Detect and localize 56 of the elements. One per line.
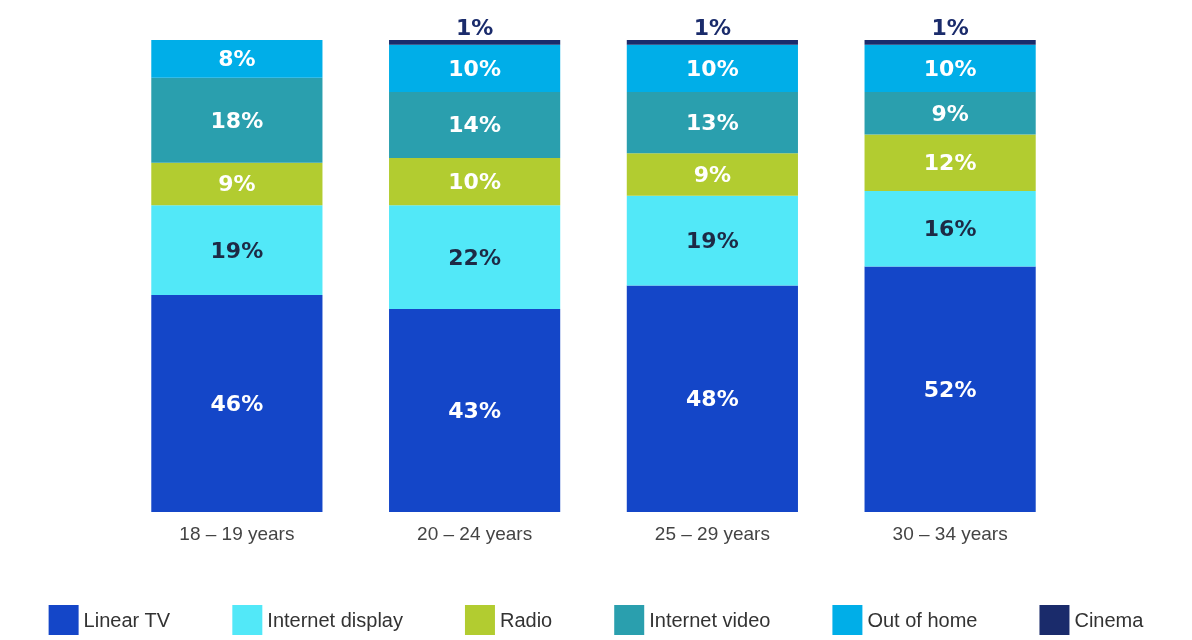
data-label: 10% [686,55,739,81]
bar [864,134,1036,192]
data-label: 46% [210,390,264,416]
data-label: 1% [455,14,494,40]
data-label: 1% [693,14,732,40]
legend-label: Internet display [267,609,403,631]
data-label: 52% [923,376,977,402]
data-label: 10% [448,169,501,195]
bar [864,40,1036,45]
bar [151,205,323,295]
bar [864,266,1036,512]
bar [626,40,798,45]
data-label: 19% [686,228,739,254]
bar [626,195,798,286]
x-tick-label: 30 – 34 years [892,523,1008,544]
legend-label: Radio [499,609,553,631]
x-tick-label: 18 – 19 years [179,523,295,544]
data-label: 13% [686,110,739,136]
data-label: 14% [448,112,501,138]
x-tick-label: 25 – 29 years [654,523,770,544]
bar [389,309,561,512]
data-label: 16% [923,216,977,242]
data-label: 9% [931,100,969,126]
data-label: 9% [218,171,256,197]
bar [151,77,323,163]
bar [864,44,1036,92]
bar [864,191,1036,267]
bar [389,40,561,45]
bar [626,44,798,92]
bar [151,40,323,78]
legend-label: Out of home [867,609,978,631]
bar [389,91,561,158]
data-label: 1% [931,14,969,40]
bar [389,158,561,206]
data-label: 22% [448,244,501,270]
data-label: 10% [923,55,977,81]
data-label: 8% [218,46,256,72]
data-label: 43% [448,398,501,424]
legend-label: Cinema [1074,609,1145,631]
legend-label: Internet video [649,609,771,631]
bar [389,44,561,92]
bar [626,285,798,512]
data-label: 18% [210,107,264,133]
data-label: 19% [210,237,264,263]
bar [151,294,323,512]
data-label: 9% [693,162,732,188]
bar [626,91,798,154]
bar [626,153,798,196]
data-label: 12% [923,150,977,176]
bar [389,205,561,310]
bar [151,162,323,206]
bar [864,91,1036,135]
legend-label: Linear TV [83,609,171,631]
data-label: 10% [448,55,501,81]
data-label: 48% [686,386,739,412]
x-tick-label: 20 – 24 years [417,523,533,544]
